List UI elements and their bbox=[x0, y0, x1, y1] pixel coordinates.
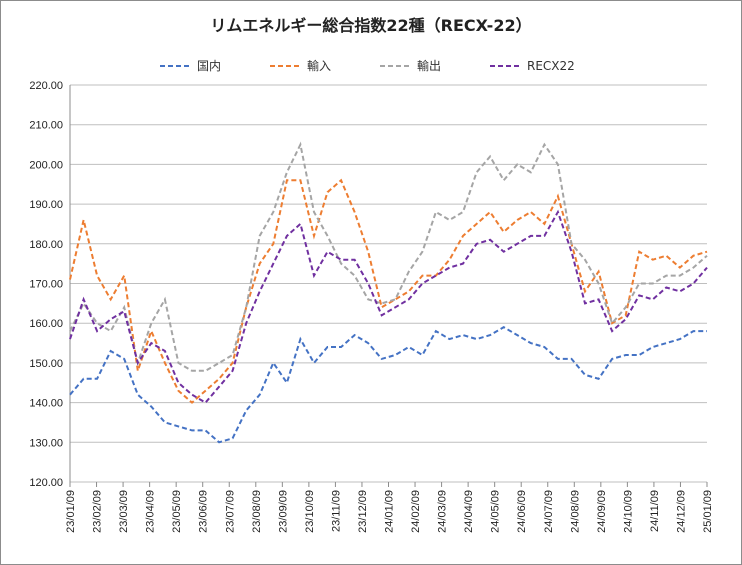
x-tick-label: 24/06/09 bbox=[516, 490, 528, 533]
x-tick-label: 24/11/09 bbox=[649, 490, 661, 532]
grid-lines bbox=[70, 84, 707, 483]
y-tick-label: 120.00 bbox=[29, 477, 63, 489]
chart-title: リムエネルギー総合指数22種（RECX-22） bbox=[210, 16, 531, 35]
y-axis: 120.00 130.00 140.00 150.00 160.00 170.00 180.… bbox=[29, 80, 71, 489]
x-tick-label: 24/12/09 bbox=[675, 490, 687, 533]
y-tick-label: 160.00 bbox=[29, 318, 63, 330]
legend: 国内 輸入 輸出 RECX22 bbox=[160, 58, 575, 73]
series-line-0 bbox=[69, 326, 707, 444]
legend-label: RECX22 bbox=[527, 59, 575, 73]
x-tick-label: 23/01/09 bbox=[65, 490, 77, 533]
x-tick-label: 23/08/09 bbox=[251, 490, 263, 533]
x-tick-label: 23/09/09 bbox=[277, 490, 289, 533]
y-tick-label: 210.00 bbox=[29, 120, 63, 132]
y-tick-label: 170.00 bbox=[29, 279, 63, 291]
x-tick-label: 24/10/09 bbox=[622, 490, 634, 533]
y-tick-label: 140.00 bbox=[29, 398, 63, 410]
y-tick-label: 190.00 bbox=[29, 199, 63, 211]
y-tick-label: 200.00 bbox=[29, 159, 63, 171]
x-tick-label: 23/07/09 bbox=[224, 490, 236, 533]
x-tick-label: 24/04/09 bbox=[463, 490, 475, 533]
y-tick-label: 180.00 bbox=[29, 239, 63, 251]
x-tick-label: 23/03/09 bbox=[118, 490, 130, 533]
x-tick-label: 24/05/09 bbox=[490, 490, 502, 533]
x-tick-label: 23/06/09 bbox=[198, 490, 210, 533]
series-line-2 bbox=[69, 141, 708, 372]
x-tick-label: 24/07/09 bbox=[543, 490, 555, 533]
x-tick-label: 24/08/09 bbox=[569, 490, 581, 533]
series-lines bbox=[69, 141, 708, 444]
x-tick-label: 24/03/09 bbox=[437, 490, 449, 533]
x-tick-label: 23/02/09 bbox=[92, 490, 104, 533]
legend-label: 国内 bbox=[197, 59, 221, 73]
series-line-3 bbox=[69, 209, 708, 404]
legend-label: 輸出 bbox=[417, 58, 441, 73]
x-tick-label: 23/05/09 bbox=[171, 490, 183, 533]
x-tick-label: 23/12/09 bbox=[357, 490, 369, 533]
x-tick-label: 24/09/09 bbox=[596, 490, 608, 533]
y-tick-label: 220.00 bbox=[29, 80, 63, 92]
x-tick-label: 25/01/09 bbox=[702, 490, 714, 533]
legend-label: 輸入 bbox=[307, 58, 331, 73]
x-tick-label: 23/11/09 bbox=[330, 490, 342, 532]
x-tick-label: 24/02/09 bbox=[410, 490, 422, 533]
y-tick-label: 150.00 bbox=[29, 358, 63, 370]
x-tick-label: 23/04/09 bbox=[145, 490, 157, 533]
x-axis: 23/01/09 23/02/09 23/03/09 23/04/09 23/05/09… bbox=[65, 482, 714, 533]
x-tick-label: 23/10/09 bbox=[304, 490, 316, 533]
series-line-1 bbox=[69, 178, 708, 404]
x-tick-label: 24/01/09 bbox=[384, 490, 396, 533]
y-tick-label: 130.00 bbox=[29, 437, 63, 449]
